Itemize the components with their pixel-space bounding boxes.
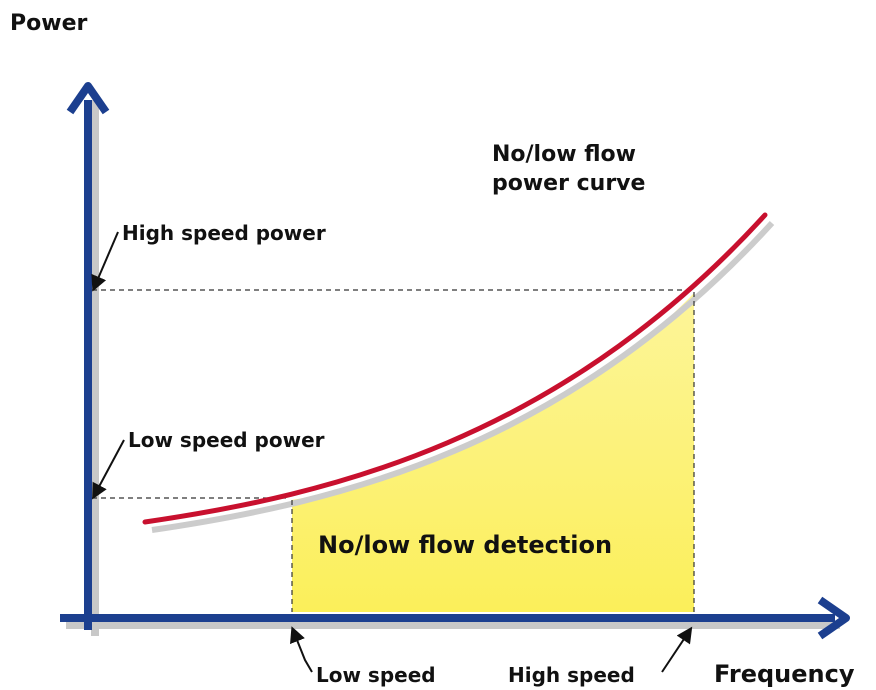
curve-label: No/low flow <box>492 142 636 167</box>
x-axis-arrow <box>817 596 850 640</box>
y-axis-label: Power <box>10 11 87 36</box>
x-axis-label: Frequency <box>714 660 855 688</box>
pointer <box>91 231 119 292</box>
detection-region <box>292 293 694 612</box>
speed-label: High speed <box>508 663 635 687</box>
pointer <box>92 439 125 500</box>
region-label: No/low flow detection <box>318 531 612 559</box>
speed-label: Low speed <box>316 663 436 687</box>
curve-label: power curve <box>492 171 645 196</box>
guide-lines <box>92 289 695 612</box>
pointer <box>661 626 693 673</box>
pointer <box>290 626 313 673</box>
level-label: High speed power <box>122 221 326 245</box>
curve-shadow <box>151 220 775 533</box>
level-label: Low speed power <box>128 428 325 452</box>
y-axis-arrow <box>66 82 110 115</box>
power-curve <box>142 212 768 525</box>
